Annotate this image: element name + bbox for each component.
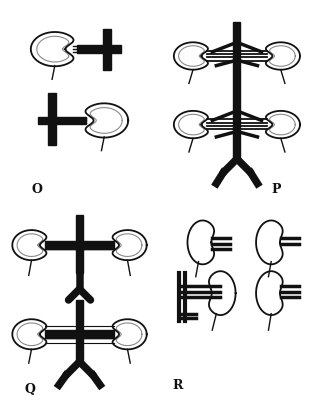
Bar: [38, 117, 86, 124]
Text: O: O: [31, 183, 42, 196]
Bar: [76, 215, 83, 272]
Polygon shape: [256, 271, 283, 315]
Polygon shape: [174, 111, 208, 138]
Polygon shape: [86, 103, 128, 138]
Polygon shape: [266, 42, 300, 70]
Bar: [77, 45, 121, 53]
Text: Q: Q: [24, 383, 36, 396]
Polygon shape: [113, 230, 147, 260]
Text: P: P: [271, 183, 281, 196]
Polygon shape: [174, 42, 208, 70]
Polygon shape: [31, 32, 73, 66]
Polygon shape: [12, 319, 46, 349]
Bar: [103, 28, 111, 70]
Bar: [45, 242, 114, 248]
Polygon shape: [188, 220, 214, 264]
Polygon shape: [12, 230, 46, 260]
Polygon shape: [209, 271, 236, 315]
Bar: [233, 22, 240, 90]
Bar: [76, 300, 83, 362]
Polygon shape: [113, 319, 147, 349]
Bar: [45, 331, 114, 338]
Polygon shape: [266, 111, 300, 138]
Polygon shape: [256, 220, 283, 264]
Bar: [233, 90, 240, 159]
Text: R: R: [172, 379, 183, 392]
Bar: [48, 93, 56, 145]
